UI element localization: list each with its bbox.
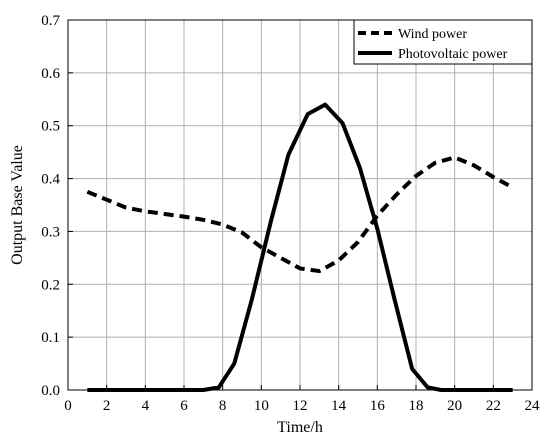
- x-tick-label: 18: [409, 398, 424, 414]
- x-tick-label: 6: [180, 398, 188, 414]
- grid-layer: [68, 20, 532, 390]
- x-tick-label: 22: [486, 398, 501, 414]
- y-axis-label: Output Base Value: [9, 145, 26, 265]
- x-tick-label: 12: [293, 398, 308, 414]
- x-axis-label: Time/h: [277, 419, 323, 436]
- series-line-wind-power: [86, 155, 514, 274]
- legend-box: [353, 19, 533, 65]
- legend-label-photovoltaic-power: Photovoltaic power: [398, 47, 508, 62]
- y-tick-label: 0.5: [41, 119, 60, 135]
- x-tick-label: 20: [447, 398, 462, 414]
- x-tick-label: 0: [64, 398, 72, 414]
- label-layer: Time/h Output Base Value: [9, 145, 323, 436]
- legend-label-wind-power: Wind power: [398, 27, 467, 42]
- legend: Wind power Photovoltaic power: [353, 19, 533, 65]
- tick-layer: 0 2 4 6 8 10 12 14 16 18 20 22 240.00.10.20.30.40.50…: [41, 13, 540, 414]
- x-tick-label: 16: [370, 398, 386, 414]
- y-tick-label: 0.4: [41, 172, 60, 188]
- y-tick-label: 0.1: [41, 330, 60, 346]
- x-tick-label: 2: [103, 398, 111, 414]
- x-tick-label: 8: [219, 398, 227, 414]
- x-tick-label: 10: [254, 398, 269, 414]
- x-tick-label: 14: [331, 398, 347, 414]
- x-tick-label: 24: [525, 398, 541, 414]
- x-tick-label: 4: [142, 398, 150, 414]
- y-tick-label: 0.7: [41, 13, 60, 29]
- y-tick-label: 0.3: [41, 224, 60, 240]
- y-tick-label: 0.2: [41, 277, 60, 293]
- y-tick-label: 0.0: [41, 383, 60, 399]
- y-tick-label: 0.6: [41, 66, 60, 82]
